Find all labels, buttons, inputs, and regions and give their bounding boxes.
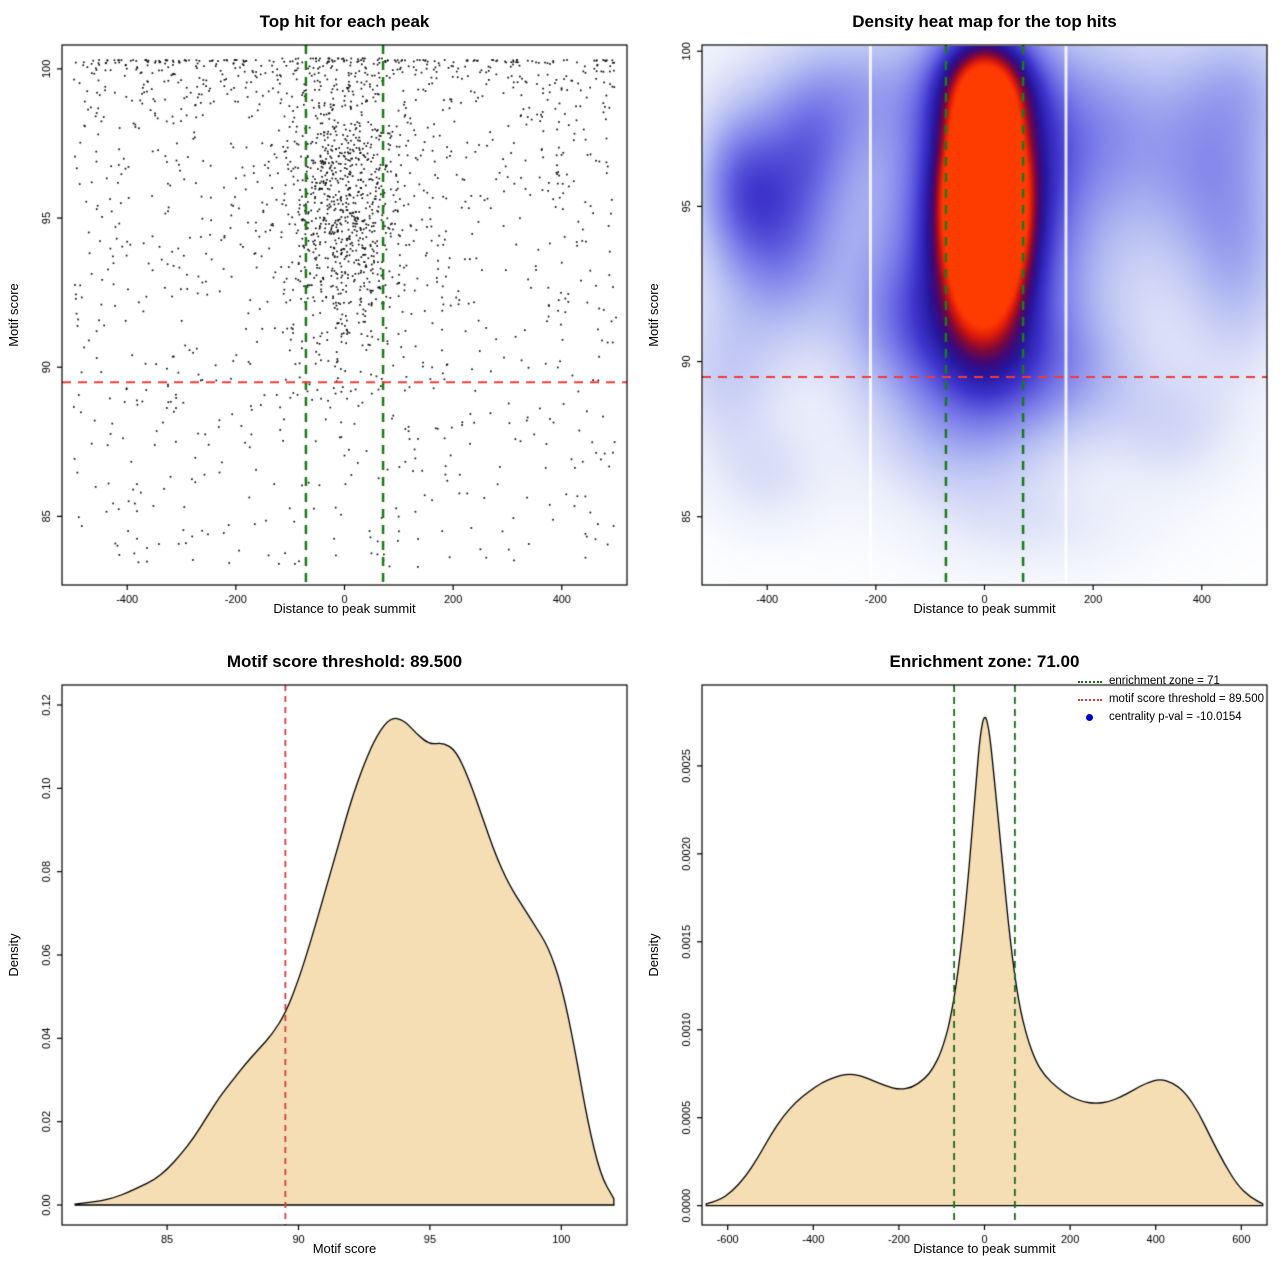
scatter-title: Top hit for each peak [259, 12, 430, 31]
legend-item-centrality-pval: centrality p-val = -10.0154 [1078, 710, 1264, 725]
scatter-ylabel: Motif score [6, 283, 21, 347]
heatmap-title: Density heat map for the top hits [852, 12, 1117, 31]
panel-enrichment-zone-density: Enrichment zone: 71.00 Distance to peak … [640, 640, 1280, 1280]
panel-density-heatmap: Density heat map for the top hits Distan… [640, 0, 1280, 640]
enrichment-zone-title: Enrichment zone: 71.00 [889, 652, 1080, 671]
enrichment-zone-ylabel: Density [646, 933, 661, 977]
motif-threshold-line-swatch [1077, 698, 1102, 701]
legend-label-motif-threshold: motif score threshold = 89.500 [1108, 693, 1264, 705]
motif-score-density-canvas [0, 640, 640, 1280]
enrichment-zone-density-canvas [640, 640, 1280, 1280]
motif-score-density-ylabel: Density [6, 933, 21, 977]
scatter-plot-canvas [0, 0, 640, 640]
heatmap-ylabel: Motif score [646, 283, 661, 347]
centrality-pval-point-swatch [1078, 714, 1102, 721]
motif-score-density-title: Motif score threshold: 89.500 [226, 652, 463, 671]
legend-item-enrichment-zone: enrichment zone = 71 [1077, 674, 1264, 689]
legend: enrichment zone = 71 motif score thresho… [1077, 674, 1264, 725]
heatmap-canvas [640, 0, 1280, 640]
heatmap-xlabel: Distance to peak summit [913, 601, 1056, 616]
motif-score-density-xlabel: Motif score [312, 1241, 377, 1256]
scatter-xlabel: Distance to peak summit [273, 601, 416, 616]
legend-label-enrichment-zone: enrichment zone = 71 [1108, 675, 1220, 687]
legend-label-centrality-pval: centrality p-val = -10.0154 [1108, 711, 1242, 723]
enrichment-zone-xlabel: Distance to peak summit [913, 1241, 1056, 1256]
enrichment-zone-line-swatch [1077, 680, 1102, 683]
panel-top-hit-scatter: Top hit for each peak Distance to peak s… [0, 0, 640, 640]
panel-motif-score-density: Motif score threshold: 89.500 Motif scor… [0, 640, 640, 1280]
legend-item-motif-threshold: motif score threshold = 89.500 [1077, 692, 1264, 707]
